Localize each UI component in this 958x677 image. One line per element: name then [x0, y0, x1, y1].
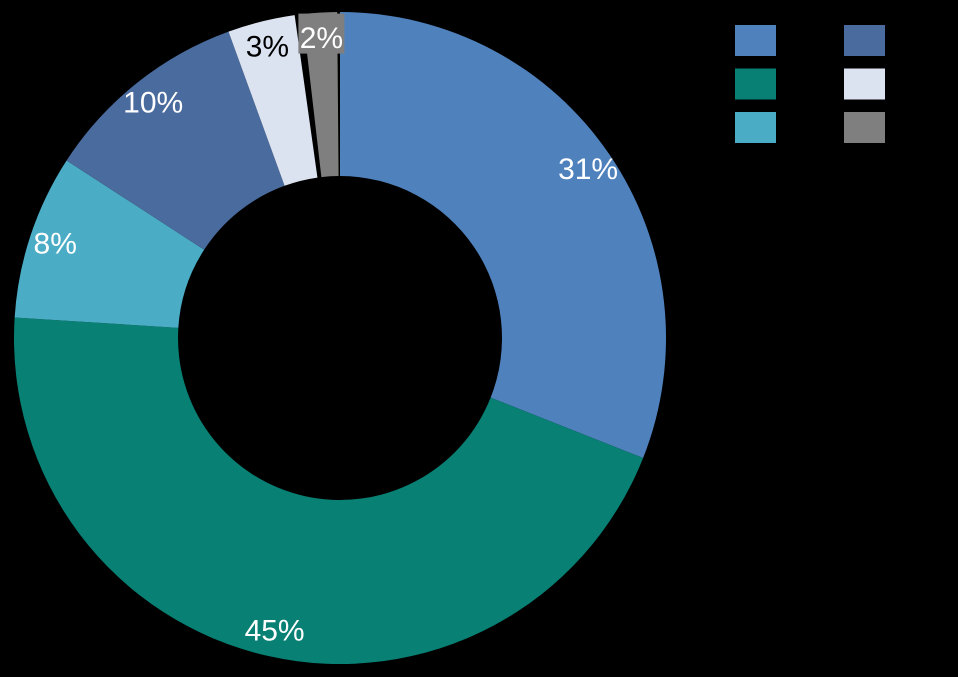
data-label-3-percent: 3%	[246, 30, 289, 63]
legend-swatch-4	[844, 25, 885, 56]
chart-legend	[735, 25, 885, 143]
legend-swatch-3	[735, 112, 776, 143]
data-label-31-percent: 31%	[558, 153, 618, 186]
slice-45-percent	[13, 317, 644, 665]
slice-31-percent	[340, 11, 667, 459]
legend-swatch-5	[844, 68, 885, 100]
donut-slices	[13, 11, 667, 665]
slice-8-percent	[14, 160, 205, 328]
legend-swatch-2	[735, 68, 776, 100]
legend-swatch-1	[735, 25, 776, 56]
slice-3-percent	[228, 15, 318, 186]
data-label-45-percent: 45%	[245, 614, 305, 647]
data-label-8-percent: 8%	[34, 227, 77, 260]
data-label-2-percent: 2%	[300, 22, 343, 55]
data-label-box-2-percent	[298, 13, 345, 54]
data-label-10-percent: 10%	[123, 87, 183, 120]
slice-10-percent	[66, 31, 285, 250]
legend-swatch-6	[844, 112, 885, 143]
data-labels: 31% 45% 8% 10% 3% 2%	[34, 13, 618, 647]
